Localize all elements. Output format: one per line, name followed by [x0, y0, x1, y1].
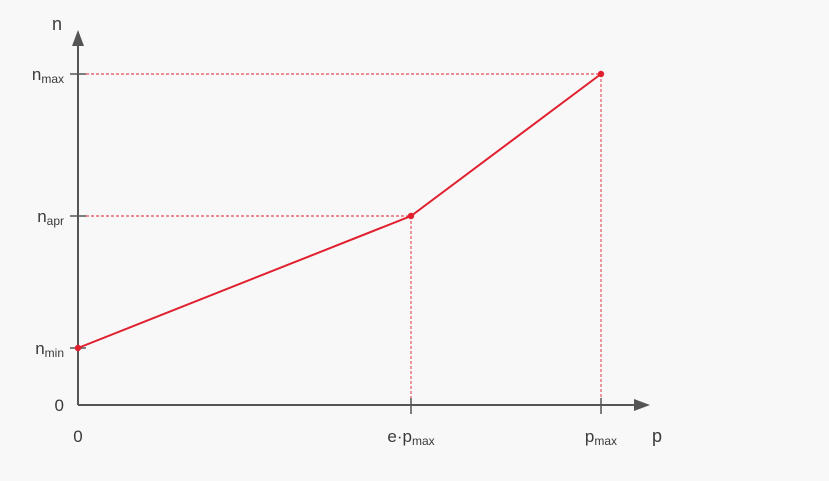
data-point-2 [597, 70, 605, 78]
data-point-1 [407, 212, 415, 220]
data-point-0 [74, 344, 82, 352]
x-tick-label-zero: 0 [73, 427, 82, 446]
series-group [74, 70, 605, 352]
x-ticks: 0 e·pmax pmax [73, 398, 617, 448]
y-ticks: 0 nmin napr nmax [32, 65, 86, 415]
series-line [77, 73, 602, 349]
y-tick-label-zero: 0 [55, 396, 64, 415]
y-tick-label-nmax: nmax [32, 65, 64, 86]
guide-lines [86, 73, 602, 398]
x-tick-label-pmax: pmax [585, 427, 617, 448]
y-axis-title: n [52, 14, 62, 34]
x-axis-title: p [652, 426, 662, 446]
x-axis-arrow [634, 399, 650, 411]
y-axis-arrow [72, 30, 84, 46]
x-tick-label-e_pmax: e·pmax [387, 427, 434, 448]
y-tick-label-nmin: nmin [35, 339, 64, 360]
y-tick-label-napr: napr [37, 207, 64, 228]
